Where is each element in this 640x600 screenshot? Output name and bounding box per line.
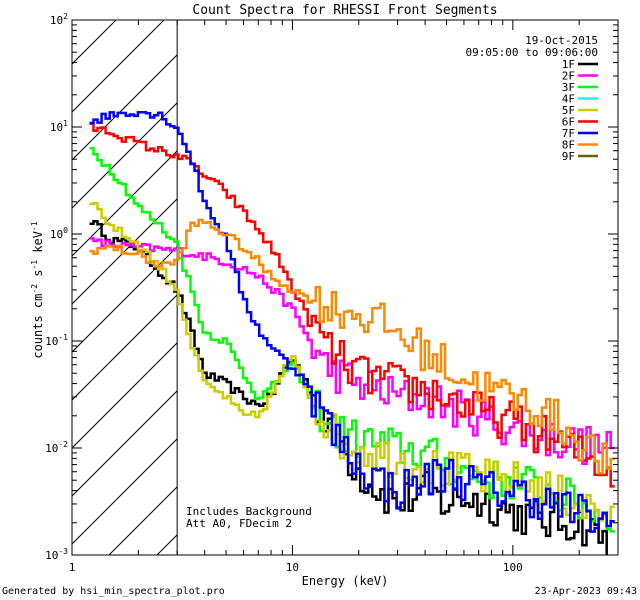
annotation-attenuator: Att A0, FDecim 2: [186, 517, 292, 530]
hatch-stripe: [72, 198, 178, 305]
hatch-stripe: [72, 54, 178, 161]
series-line-1F: [89, 220, 612, 555]
y-tick-label: 10-2: [45, 440, 68, 455]
legend-label: 1F: [562, 58, 575, 71]
x-tick-labels: 1 10 100: [69, 561, 523, 574]
hatched-region: [0, 20, 640, 555]
y-tick-labels: 10-3 10-2 10-1 100 101 102: [45, 12, 68, 562]
plot-frame: [71, 19, 619, 556]
ylabel-main: counts cm: [31, 294, 45, 359]
hatch-stripe: [72, 438, 178, 545]
ylabel-end: keV: [31, 231, 45, 260]
legend-label: 9F: [562, 150, 575, 163]
hatch-stripe: [72, 246, 178, 353]
legend-label: 5F: [562, 104, 575, 117]
x-axis-label: Energy (keV): [302, 574, 389, 588]
series-line-7F: [89, 111, 615, 533]
legend-label: 2F: [562, 70, 575, 83]
y-tick-label: 10-1: [45, 333, 68, 348]
x-tick-label: 100: [503, 561, 523, 574]
hatch-stripe: [72, 102, 178, 209]
hatch-stripe: [0, 20, 20, 555]
y-tick-label: 10-3: [45, 547, 68, 562]
ylabel-sup-2: -1: [30, 260, 39, 270]
date-label: 19-Oct-2015: [525, 34, 598, 47]
y-axis-label: counts cm-2 s-1 keV-1: [30, 221, 45, 358]
hatch-stripe: [72, 390, 178, 497]
annotation-background: Includes Background: [186, 505, 312, 518]
chart-title: Count Spectra for RHESSI Front Segments: [192, 3, 497, 18]
y-tick-label: 102: [50, 12, 68, 27]
series-line-6F: [89, 122, 615, 488]
y-tick-label: 100: [50, 226, 68, 241]
footer-timestamp: 23-Apr-2023 09:43: [535, 586, 637, 597]
hatch-stripe: [72, 20, 165, 113]
ylabel-sup-3: -1: [30, 221, 39, 231]
legend-label: 4F: [562, 93, 575, 106]
spectra-lines: [89, 111, 615, 555]
series-line-8F: [89, 218, 615, 475]
footer-generated-by: Generated by hsi_min_spectra_plot.pro: [2, 586, 225, 597]
ylabel-sup-1: -2: [30, 284, 39, 294]
legend-label: 7F: [562, 127, 575, 140]
hatch-stripe: [541, 20, 640, 555]
y-tick-label: 101: [50, 119, 68, 134]
time-range-label: 09:05:00 to 09:06:00: [466, 46, 598, 59]
ylabel-mid: s: [31, 270, 45, 284]
tick-marks: [71, 19, 619, 556]
legend-label: 3F: [562, 81, 575, 94]
legend-label: 8F: [562, 139, 575, 152]
series-line-3F: [89, 146, 615, 533]
hatch-stripe: [253, 20, 640, 555]
hatch-stripe: [72, 20, 117, 65]
legend-label: 6F: [562, 116, 575, 129]
x-tick-label: 10: [286, 561, 299, 574]
x-tick-label: 1: [69, 561, 76, 574]
hatch-stripe: [72, 150, 178, 257]
